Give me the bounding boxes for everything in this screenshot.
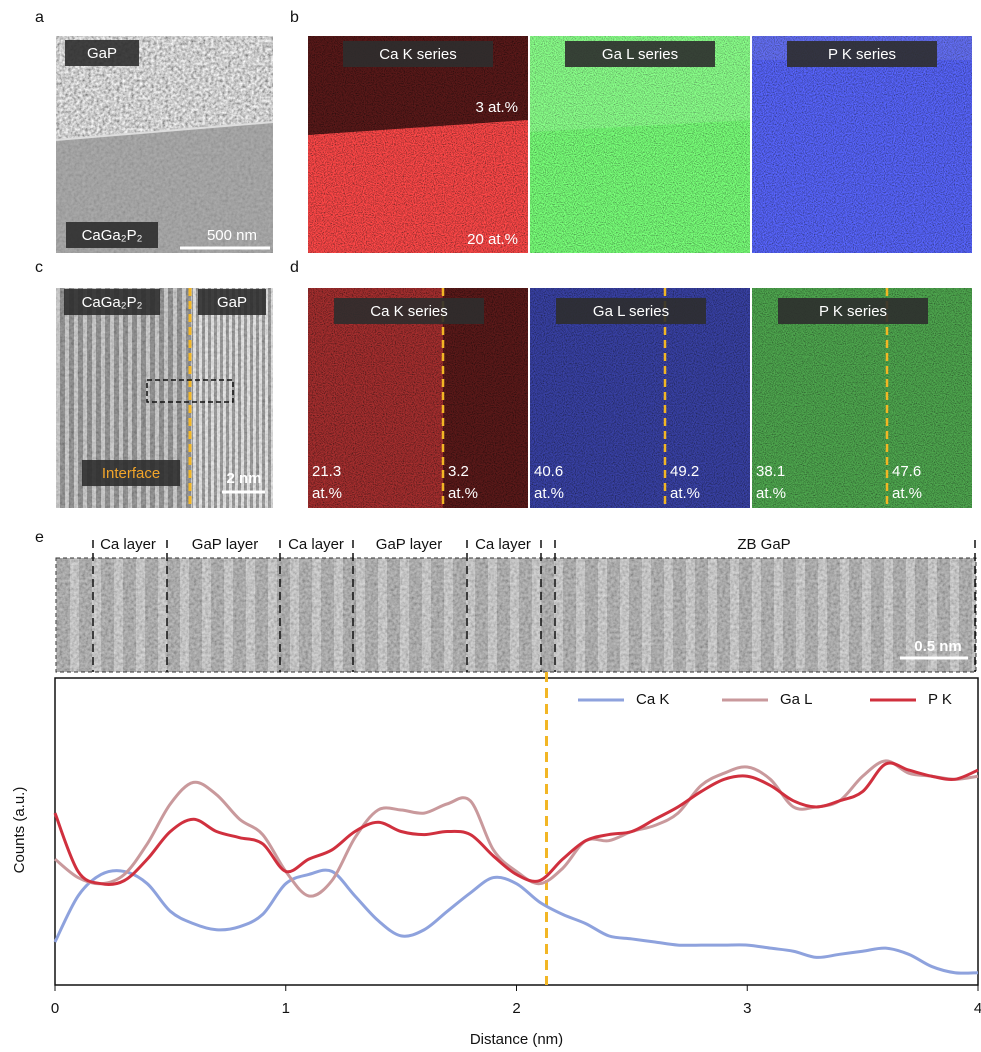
concentration: 20 at.%: [467, 231, 518, 248]
concentration: 49.2: [670, 463, 699, 480]
label-box: [334, 298, 484, 324]
plot-frame: [54, 677, 979, 986]
concentration: at.%: [670, 485, 700, 502]
label-box: [64, 289, 160, 315]
image: [530, 36, 750, 253]
image: [56, 558, 976, 672]
concentration: 38.1: [756, 463, 785, 480]
label-box: [565, 41, 715, 67]
image-label: Interface: [102, 465, 160, 482]
legend-label: Ga L: [780, 691, 813, 708]
image-region: [443, 288, 528, 508]
concentration: at.%: [448, 485, 478, 502]
line-series: [53, 761, 979, 886]
layer-label: ZB GaP: [737, 536, 790, 553]
interface: [55, 121, 274, 141]
concentration: 3.2: [448, 463, 469, 480]
roi-box: [146, 379, 234, 403]
x-tick-label: 1: [282, 1000, 290, 1017]
image: [530, 288, 750, 508]
image-label: CaGa₂P₂: [82, 294, 143, 311]
legend-label: Ca K: [636, 691, 669, 708]
concentration: at.%: [756, 485, 786, 502]
label-box: [82, 460, 180, 486]
image-label: GaP: [217, 294, 247, 311]
concentration: 3 at.%: [475, 99, 518, 116]
x-tick-label: 2: [512, 1000, 520, 1017]
image-region: [56, 122, 273, 253]
panel-label: b: [290, 9, 299, 26]
label-box: [198, 289, 266, 315]
concentration: at.%: [892, 485, 922, 502]
concentration: at.%: [534, 485, 564, 502]
image-label: GaP: [87, 45, 117, 62]
panel-label: a: [35, 9, 44, 26]
layer-label: GaP layer: [376, 536, 442, 553]
label-box: [65, 40, 139, 66]
layer-label: Ca layer: [288, 536, 344, 553]
layer-label: Ca layer: [475, 536, 531, 553]
image-label: Ga L series: [593, 303, 669, 320]
scale-text: 0.5 nm: [914, 638, 962, 655]
image: [308, 288, 528, 508]
image-label: P K series: [819, 303, 887, 320]
image-label: P K series: [828, 46, 896, 63]
panel-label: c: [35, 259, 43, 276]
image-label: CaGa₂P₂: [82, 227, 143, 244]
label-box: [778, 298, 928, 324]
scale-text: 2 nm: [226, 470, 261, 487]
image-label: Ca K series: [370, 303, 448, 320]
y-axis-title: Counts (a.u.): [11, 787, 28, 874]
concentration: 21.3: [312, 463, 341, 480]
label-box: [343, 41, 493, 67]
x-tick-label: 3: [743, 1000, 751, 1017]
x-tick-label: 4: [974, 1000, 981, 1017]
image-label: Ca K series: [379, 46, 457, 63]
line-series: [53, 868, 979, 975]
concentration: 47.6: [892, 463, 921, 480]
image-region: [530, 288, 750, 508]
concentration: 40.6: [534, 463, 563, 480]
panel-label: e: [35, 529, 44, 546]
image-region: [752, 288, 972, 508]
image-label: Ga L series: [602, 46, 678, 63]
label-box: [787, 41, 937, 67]
x-tick-label: 0: [51, 1000, 59, 1017]
label-box: [556, 298, 706, 324]
image-frame: [55, 557, 977, 673]
legend-label: P K: [928, 691, 952, 708]
scale-text: 500 nm: [207, 227, 257, 244]
image: [752, 36, 972, 253]
layer-label: GaP layer: [192, 536, 258, 553]
layer-label: Ca layer: [100, 536, 156, 553]
image-region: [308, 288, 528, 508]
label-box: [66, 222, 158, 248]
panel-label: d: [290, 259, 299, 276]
x-axis-title: Distance (nm): [470, 1031, 563, 1048]
concentration: at.%: [312, 485, 342, 502]
image: [752, 288, 972, 508]
